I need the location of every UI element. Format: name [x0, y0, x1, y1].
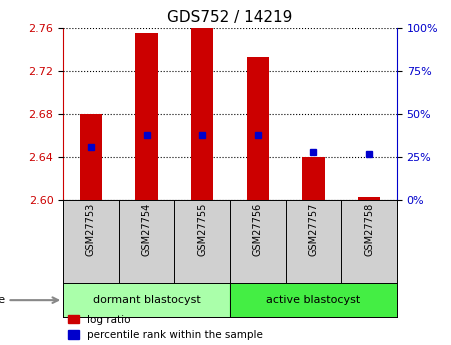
Bar: [191, 28, 213, 200]
Bar: [63, 283, 230, 317]
Bar: [247, 57, 269, 200]
Text: GSM27756: GSM27756: [253, 203, 263, 256]
Bar: [358, 197, 380, 200]
Bar: [302, 157, 325, 200]
Text: GSM27758: GSM27758: [364, 203, 374, 256]
Bar: [135, 33, 158, 200]
Bar: [230, 283, 397, 317]
Title: GDS752 / 14219: GDS752 / 14219: [167, 10, 293, 25]
Text: GSM27754: GSM27754: [142, 203, 152, 256]
Text: GSM27755: GSM27755: [197, 203, 207, 256]
Legend: log ratio, percentile rank within the sample: log ratio, percentile rank within the sa…: [69, 315, 263, 340]
Bar: [80, 114, 102, 200]
Text: dormant blastocyst: dormant blastocyst: [93, 295, 200, 305]
Text: development stage: development stage: [0, 295, 5, 305]
Text: GSM27753: GSM27753: [86, 203, 96, 256]
Text: GSM27757: GSM27757: [308, 203, 318, 256]
Text: active blastocyst: active blastocyst: [267, 295, 360, 305]
